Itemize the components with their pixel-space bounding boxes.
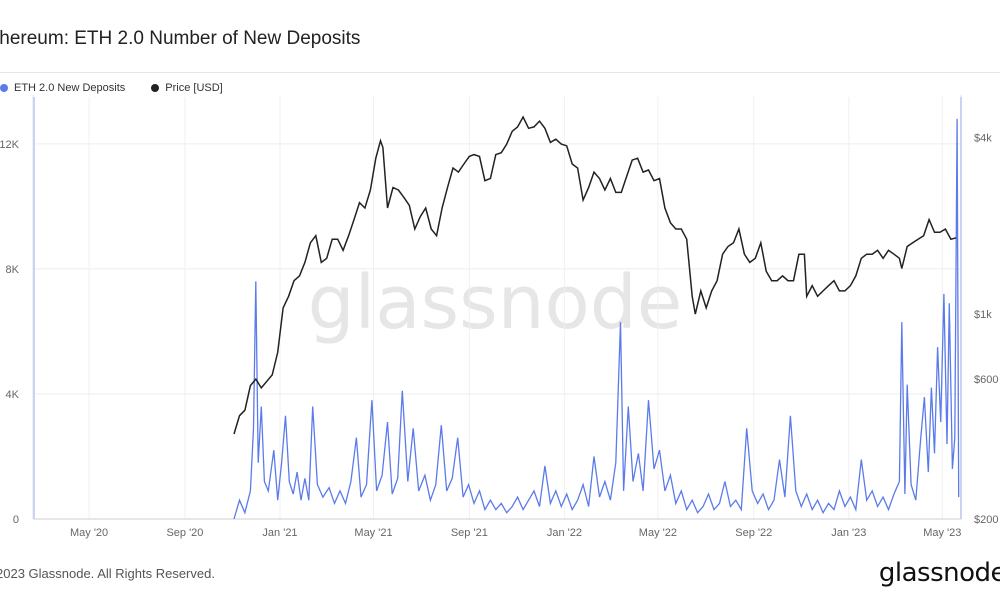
x-axis: May '20 Sep '20 Jan '21 May '21 Sep '21 Jan '…: [70, 527, 961, 539]
series-line-price: [233, 115, 957, 435]
x-tick-label: May '22: [639, 527, 677, 539]
chart-title: thereum: ETH 2.0 Number of New Deposits: [0, 28, 361, 49]
brand-logo: glassnode: [878, 558, 1000, 588]
legend-item-deposits[interactable]: ETH 2.0 New Deposits: [0, 82, 125, 94]
y2-tick-label: $600: [974, 374, 998, 386]
y-tick-label: 12K: [0, 139, 20, 151]
legend-item-price[interactable]: Price [USD]: [151, 82, 223, 94]
x-tick-label: May '23: [923, 527, 961, 539]
header-divider: [0, 72, 1000, 73]
y-tick-label: 0: [13, 514, 19, 526]
y-axis-right: $200 $600 $1k $4k: [974, 133, 998, 526]
legend-label-deposits: ETH 2.0 New Deposits: [14, 82, 126, 94]
x-tick-label: Sep '22: [735, 527, 772, 539]
series-line-deposits: [233, 118, 960, 520]
x-tick-label: Sep '20: [166, 527, 203, 539]
x-tick-label: May '20: [70, 527, 108, 539]
x-tick-label: Sep '21: [451, 527, 488, 539]
legend-label-price: Price [USD]: [165, 82, 223, 94]
y2-tick-label: $200: [974, 514, 998, 526]
watermark: glassnode: [308, 260, 683, 346]
x-tick-label: Jan '21: [262, 527, 297, 539]
y-tick-label: 8K: [6, 264, 20, 276]
legend-swatch-price: [151, 84, 160, 92]
y-tick-label: 4K: [6, 389, 20, 401]
gridlines: [33, 97, 961, 519]
y-axis-left: 0 4K 8K 12K: [0, 139, 20, 526]
chart-area[interactable]: glassnode 0 4K 8K 12K $200 $600 $1k $4k May '2…: [0, 95, 1000, 545]
left-axis-highlight: [33, 97, 35, 519]
right-axis-highlight: [960, 97, 962, 519]
legend-swatch-deposits: [0, 84, 8, 92]
x-tick-label: May '21: [354, 527, 392, 539]
x-tick-label: Jan '22: [547, 527, 582, 539]
y2-tick-label: $1k: [974, 309, 992, 321]
y2-tick-label: $4k: [974, 133, 992, 145]
x-tick-label: Jan '23: [831, 527, 866, 539]
legend: ETH 2.0 New Deposits Price [USD]: [0, 82, 223, 94]
footer-copyright: 2023 Glassnode. All Rights Reserved.: [0, 566, 215, 581]
